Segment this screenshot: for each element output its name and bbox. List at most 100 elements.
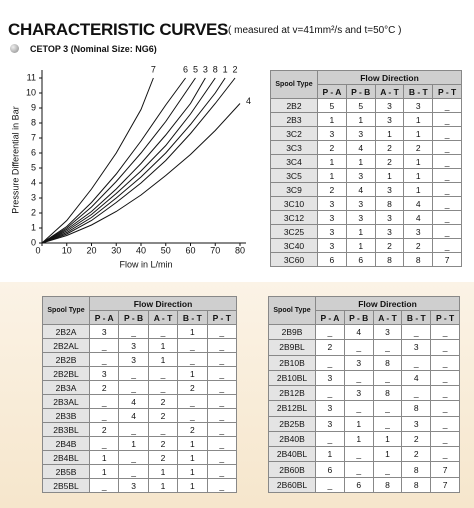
- table-cell: 1: [345, 112, 376, 127]
- table-cell: 1: [343, 430, 374, 448]
- table-cell: _: [206, 338, 238, 353]
- table-cell: 7: [432, 252, 462, 267]
- table-cell: 3: [403, 224, 434, 239]
- table-cell: 1: [177, 436, 208, 451]
- table-cell: 1: [403, 168, 434, 183]
- table-cell: 2: [147, 436, 179, 451]
- table-cell: 2: [401, 446, 432, 463]
- table-cell: _: [432, 126, 462, 141]
- table-cell: P - A: [88, 310, 120, 325]
- curve-label: 8: [213, 64, 218, 74]
- table-cell: 3C60: [270, 252, 318, 267]
- table-cell: 3C9: [270, 182, 318, 197]
- table-cell: _: [432, 196, 462, 211]
- table-cell: _: [147, 366, 179, 381]
- table-cell: 5: [317, 98, 347, 113]
- table-cell: 2: [88, 380, 120, 395]
- table-cell: 2: [317, 182, 347, 197]
- table-cell: 3: [88, 366, 120, 381]
- table-cell: 6: [317, 252, 347, 267]
- table-cell: 2B10BL: [268, 369, 316, 387]
- table-cell: 2B25B: [268, 415, 316, 432]
- curve: [41, 77, 154, 244]
- table-cell: 4: [118, 394, 149, 409]
- table-cell: 2B5B: [42, 464, 90, 479]
- table-cell: 8: [403, 252, 434, 267]
- table-cell: 2B2AL: [42, 338, 90, 353]
- table-cell: _: [432, 210, 462, 225]
- table-cell: _: [177, 352, 208, 367]
- table-cell: 2B40B: [268, 430, 316, 448]
- table-cell: 2: [147, 450, 179, 465]
- x-tick-label: 50: [161, 245, 171, 255]
- table-cell: 3: [317, 238, 347, 253]
- table-cell: 8: [401, 461, 432, 478]
- table-cell: P - A: [315, 310, 345, 325]
- table-cell: 3: [374, 224, 405, 239]
- table-cell: 3: [317, 126, 347, 141]
- table-cell: 3: [345, 210, 376, 225]
- table-cell: 2B60BL: [268, 476, 316, 493]
- y-tick-label: 7: [31, 132, 36, 142]
- table-cell: 1: [88, 450, 120, 465]
- table-cell: 4: [345, 182, 376, 197]
- y-tick-label: 8: [31, 117, 36, 127]
- table-cell: 3C40: [270, 238, 318, 253]
- table-cell: _: [206, 450, 238, 465]
- table-cell: 3: [372, 323, 403, 341]
- table-cell: _: [118, 324, 149, 339]
- table-cell: _: [147, 422, 179, 437]
- table-cell: _: [401, 385, 432, 402]
- table-cell: 1: [317, 154, 347, 169]
- table-cell: B - T: [177, 310, 208, 325]
- table-cell: _: [206, 478, 238, 493]
- table-cell: _: [372, 400, 403, 417]
- measure-note: ( measured at v=41mm²/s and t=50°C ): [228, 25, 402, 36]
- table-cell: 2B3AL: [42, 394, 90, 409]
- table-cell: 2: [147, 394, 179, 409]
- table-cell: 3: [401, 415, 432, 432]
- table-cell: _: [206, 352, 238, 367]
- table-cell: _: [206, 408, 238, 423]
- table-cell: _: [430, 339, 460, 356]
- table-cell: 1: [147, 352, 179, 367]
- table-cell: 8: [374, 196, 405, 211]
- table-cell: 1: [177, 464, 208, 479]
- curve: [41, 103, 241, 244]
- table-cell: 7: [430, 476, 460, 493]
- table-cell: 1: [372, 430, 403, 448]
- table-cell: _: [118, 464, 149, 479]
- table-cell: _: [432, 182, 462, 197]
- table-cell: _: [430, 415, 460, 432]
- table-cell: 2B9BL: [268, 339, 316, 356]
- table-cell: _: [432, 154, 462, 169]
- table-cell: P - B: [343, 310, 374, 325]
- table-cell: 1: [403, 154, 434, 169]
- table-cell: 3: [118, 478, 149, 493]
- table-cell: 3: [317, 210, 347, 225]
- subtitle: CETOP 3 (Nominal Size: NG6): [30, 44, 157, 54]
- curve: [41, 77, 186, 244]
- table-cell: 2: [317, 140, 347, 155]
- y-tick-label: 9: [31, 102, 36, 112]
- table-cell: 3: [315, 400, 345, 417]
- table-cell: _: [372, 461, 403, 478]
- table-cell: 4: [345, 140, 376, 155]
- table-cell: P - B: [345, 84, 376, 99]
- table-cell: 4: [343, 323, 374, 341]
- table-cell: _: [206, 324, 238, 339]
- table-cell: 1: [403, 126, 434, 141]
- table-cell: 2B12BL: [268, 400, 316, 417]
- table-cell: _: [343, 400, 374, 417]
- table-cell: _: [430, 354, 460, 371]
- table-cell: 3C10: [270, 196, 318, 211]
- table-cell: 8: [372, 476, 403, 493]
- table-cell: 2B2B: [42, 352, 90, 367]
- table-cell: _: [177, 338, 208, 353]
- table-cell: _: [177, 394, 208, 409]
- x-axis-label: Flow in L/min: [119, 259, 172, 269]
- table-cell: _: [118, 380, 149, 395]
- table-cell: 3: [317, 196, 347, 211]
- table-cell: 5: [345, 98, 376, 113]
- table-cell: 3C4: [270, 154, 318, 169]
